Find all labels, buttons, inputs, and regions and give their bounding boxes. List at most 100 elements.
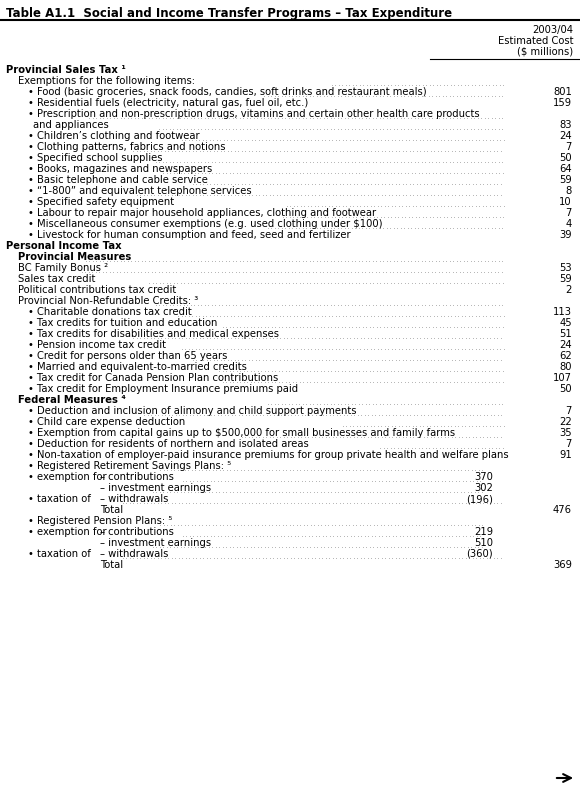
Point (282, 430, 292, 443)
Point (345, 463, 354, 476)
Point (207, 122, 216, 135)
Point (360, 177, 369, 190)
Point (407, 364, 416, 377)
Point (396, 221, 405, 234)
Point (262, 474, 271, 487)
Point (486, 408, 495, 421)
Point (347, 298, 356, 311)
Point (262, 331, 271, 344)
Point (440, 188, 450, 201)
Point (336, 254, 346, 267)
Point (344, 364, 353, 377)
Point (176, 540, 186, 553)
Point (487, 265, 496, 278)
Point (245, 155, 255, 168)
Point (446, 375, 455, 388)
Point (305, 254, 314, 267)
Point (167, 551, 176, 564)
Point (491, 155, 500, 168)
Point (330, 397, 339, 410)
Point (284, 155, 293, 168)
Point (276, 529, 285, 542)
Point (362, 78, 371, 91)
Point (425, 111, 434, 124)
Point (438, 254, 447, 267)
Point (334, 485, 343, 498)
Point (216, 177, 226, 190)
Text: • Exemption from capital gains up to $500,000 for small businesses and family fa: • Exemption from capital gains up to $50… (28, 428, 455, 438)
Point (461, 496, 470, 509)
Point (427, 89, 437, 102)
Point (428, 540, 437, 553)
Point (448, 155, 458, 168)
Point (469, 155, 478, 168)
Point (194, 485, 203, 498)
Point (255, 551, 264, 564)
Point (377, 496, 386, 509)
Point (414, 397, 423, 410)
Point (312, 265, 321, 278)
Point (393, 166, 402, 179)
Point (374, 430, 383, 443)
Point (421, 441, 430, 454)
Point (206, 529, 215, 542)
Point (318, 529, 327, 542)
Point (269, 188, 278, 201)
Point (157, 331, 166, 344)
Point (382, 265, 391, 278)
Point (297, 188, 306, 201)
Point (444, 430, 453, 443)
Point (195, 331, 204, 344)
Point (376, 375, 385, 388)
Point (329, 298, 339, 311)
Point (379, 364, 389, 377)
Point (255, 496, 264, 509)
Point (223, 551, 233, 564)
Point (130, 111, 140, 124)
Text: 369: 369 (553, 560, 572, 570)
Point (464, 342, 473, 355)
Point (286, 430, 295, 443)
Point (332, 177, 341, 190)
Point (405, 342, 414, 355)
Point (302, 254, 311, 267)
Point (239, 364, 248, 377)
Point (487, 397, 496, 410)
Point (354, 254, 363, 267)
Point (445, 122, 455, 135)
Point (290, 353, 299, 366)
Point (191, 331, 201, 344)
Point (251, 430, 260, 443)
Point (244, 188, 253, 201)
Point (414, 320, 423, 333)
Point (151, 254, 160, 267)
Point (189, 265, 198, 278)
Point (197, 298, 206, 311)
Point (450, 320, 459, 333)
Point (474, 342, 484, 355)
Point (490, 353, 499, 366)
Point (331, 331, 340, 344)
Point (373, 419, 382, 432)
Point (458, 331, 467, 344)
Point (462, 408, 471, 421)
Point (81, 254, 90, 267)
Point (251, 342, 260, 355)
Point (437, 474, 446, 487)
Point (374, 144, 383, 157)
Point (425, 78, 434, 91)
Point (379, 276, 389, 289)
Point (155, 122, 164, 135)
Point (310, 518, 319, 531)
Point (288, 111, 297, 124)
Point (267, 485, 276, 498)
Point (430, 353, 439, 366)
Point (132, 496, 142, 509)
Point (340, 265, 349, 278)
Point (392, 529, 401, 542)
Text: 7: 7 (566, 208, 572, 218)
Point (168, 298, 177, 311)
Point (416, 177, 425, 190)
Point (369, 309, 379, 322)
Point (422, 133, 432, 146)
